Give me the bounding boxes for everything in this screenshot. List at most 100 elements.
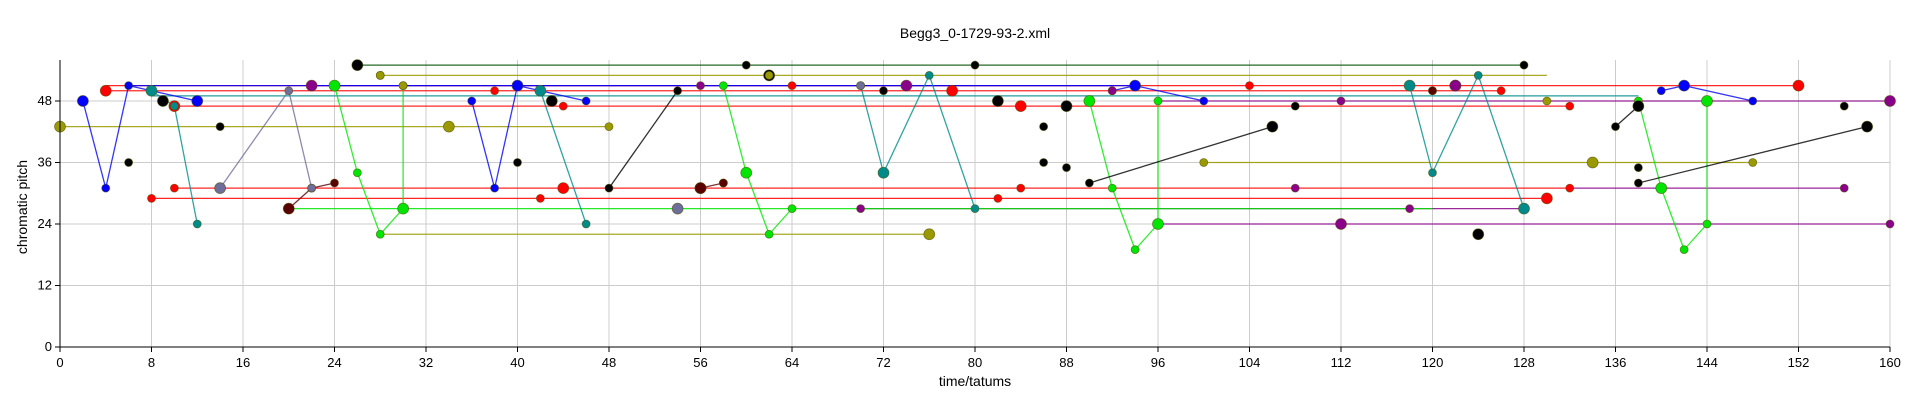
data-point xyxy=(1633,163,1643,173)
x-tick-label: 24 xyxy=(327,355,341,370)
axis-layer: 0 8 16 24 32 40 48 56 64 72 80 88 96 104 112 120 128 136 1… xyxy=(38,60,1901,370)
x-tick-label: 88 xyxy=(1059,355,1073,370)
link-layer xyxy=(82,75,1868,251)
data-point xyxy=(282,202,295,215)
data-point xyxy=(76,95,89,107)
x-tick-label: 120 xyxy=(1422,355,1444,370)
data-point xyxy=(740,166,753,179)
x-tick-label: 8 xyxy=(148,355,155,370)
data-point xyxy=(1472,228,1485,241)
data-point xyxy=(1107,183,1117,193)
data-point xyxy=(214,182,227,195)
voice-link xyxy=(517,84,587,102)
data-point xyxy=(1540,192,1553,205)
data-point xyxy=(970,204,980,214)
data-point xyxy=(581,96,591,106)
data-point xyxy=(1245,81,1254,91)
voice-link xyxy=(882,75,930,174)
voice-link xyxy=(928,75,976,209)
data-point xyxy=(1656,86,1666,96)
x-tick-label: 72 xyxy=(876,355,890,370)
data-point xyxy=(1748,96,1758,106)
data-point xyxy=(581,219,591,229)
data-point xyxy=(215,122,225,132)
data-point xyxy=(924,70,934,80)
data-point xyxy=(1702,219,1712,229)
voice-link xyxy=(1134,84,1204,102)
y-tick-label: 12 xyxy=(38,278,52,293)
y-axis-label: chromatic pitch xyxy=(14,160,30,254)
data-point xyxy=(1336,96,1346,106)
voice-link xyxy=(1408,85,1434,173)
data-point xyxy=(1153,96,1163,106)
data-point xyxy=(1152,218,1164,230)
x-tick-label: 96 xyxy=(1151,355,1165,370)
voice-link xyxy=(173,106,198,225)
data-point xyxy=(147,193,156,203)
data-point xyxy=(1473,70,1483,80)
data-point xyxy=(1062,163,1071,173)
data-point xyxy=(900,79,913,92)
voice-link xyxy=(1431,75,1479,174)
data-point xyxy=(1792,79,1805,92)
data-point xyxy=(1496,86,1506,96)
data-point xyxy=(718,178,728,188)
data-point xyxy=(787,81,797,91)
voice-link xyxy=(722,85,747,173)
data-point xyxy=(1290,101,1300,111)
voice-link xyxy=(493,85,519,189)
data-point xyxy=(1199,96,1209,106)
data-point xyxy=(1633,178,1643,188)
data-point xyxy=(1885,219,1895,229)
voice-link xyxy=(219,90,290,189)
data-point xyxy=(397,202,410,215)
data-point xyxy=(673,86,683,96)
data-point xyxy=(558,101,568,111)
data-point xyxy=(1679,245,1689,255)
data-point xyxy=(604,183,614,193)
data-point xyxy=(694,182,707,195)
voice-link xyxy=(1088,100,1113,189)
data-point xyxy=(856,204,866,214)
data-point xyxy=(1290,183,1300,193)
data-point xyxy=(490,86,500,96)
data-point xyxy=(375,70,385,80)
data-point xyxy=(991,95,1004,107)
voice-link xyxy=(608,90,679,189)
data-point xyxy=(1611,122,1620,132)
data-point xyxy=(513,158,522,167)
x-tick-label: 0 xyxy=(56,355,63,370)
data-point xyxy=(1060,100,1073,113)
data-point xyxy=(1405,204,1415,214)
voice-link xyxy=(1660,187,1685,250)
data-point xyxy=(764,229,774,239)
voice-link xyxy=(1111,187,1136,250)
grid-layer xyxy=(59,60,1891,348)
data-point xyxy=(877,166,890,179)
x-tick-label: 64 xyxy=(785,355,799,370)
data-point xyxy=(1884,95,1896,107)
data-point xyxy=(169,183,179,193)
chart-title: Begg3_0-1729-93-2.xml xyxy=(900,25,1050,41)
data-point xyxy=(1449,79,1462,92)
data-point xyxy=(970,60,980,70)
data-point xyxy=(124,158,134,167)
x-tick-label: 152 xyxy=(1788,355,1810,370)
data-point xyxy=(1748,158,1758,167)
data-point xyxy=(192,219,202,229)
x-tick-label: 56 xyxy=(693,355,707,370)
data-point xyxy=(923,228,936,241)
voice-link xyxy=(471,100,496,189)
x-tick-label: 32 xyxy=(419,355,433,370)
x-tick-label: 48 xyxy=(602,355,616,370)
data-point xyxy=(741,60,751,70)
data-point xyxy=(764,70,774,80)
voice-link xyxy=(1638,125,1868,184)
voice-link xyxy=(1637,100,1662,189)
data-point xyxy=(398,81,408,91)
x-tick-label: 136 xyxy=(1605,355,1627,370)
data-point xyxy=(1861,120,1874,133)
voice-link xyxy=(768,208,793,235)
data-point xyxy=(1016,183,1026,193)
data-point xyxy=(467,96,477,106)
